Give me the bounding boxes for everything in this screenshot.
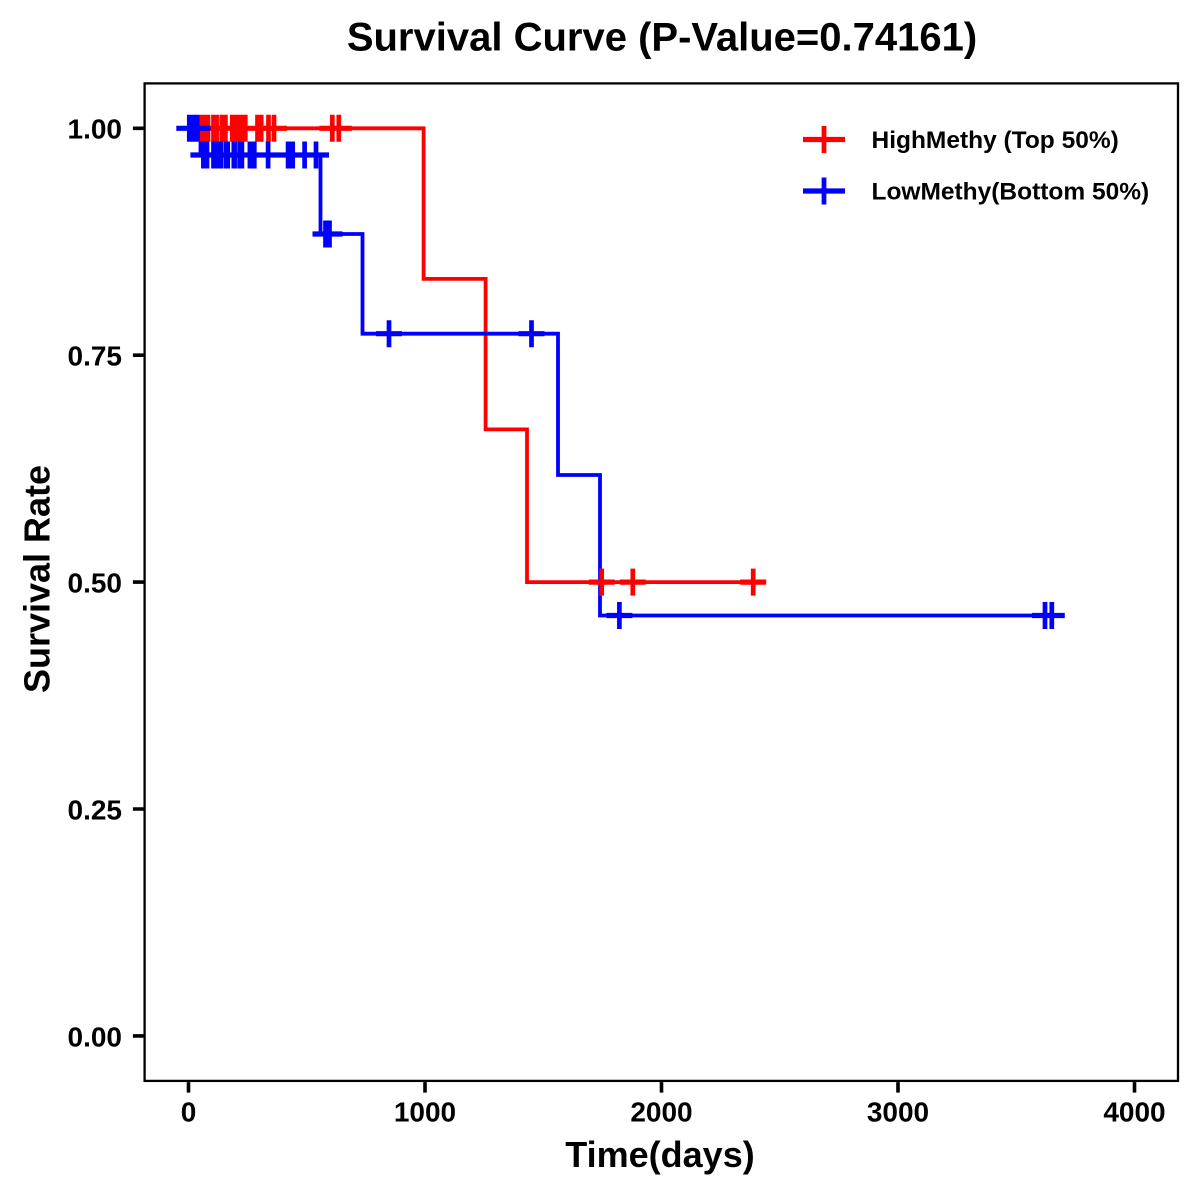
- svg-text:Time(days): Time(days): [565, 1134, 754, 1175]
- svg-text:HighMethy (Top 50%): HighMethy (Top 50%): [872, 127, 1119, 154]
- svg-text:4000: 4000: [1103, 1097, 1165, 1128]
- svg-text:Survival Curve (P-Value=0.7416: Survival Curve (P-Value=0.74161): [347, 16, 977, 60]
- svg-text:LowMethy(Bottom 50%): LowMethy(Bottom 50%): [872, 178, 1150, 205]
- svg-text:3000: 3000: [867, 1097, 929, 1128]
- svg-text:1000: 1000: [394, 1097, 456, 1128]
- svg-text:Survival Rate: Survival Rate: [16, 465, 57, 693]
- svg-text:0: 0: [181, 1097, 197, 1128]
- svg-text:1.00: 1.00: [68, 114, 123, 145]
- svg-text:0.50: 0.50: [68, 568, 123, 599]
- svg-text:0.75: 0.75: [68, 341, 123, 372]
- svg-text:0.00: 0.00: [68, 1021, 123, 1052]
- svg-text:2000: 2000: [630, 1097, 692, 1128]
- svg-text:0.25: 0.25: [68, 794, 123, 825]
